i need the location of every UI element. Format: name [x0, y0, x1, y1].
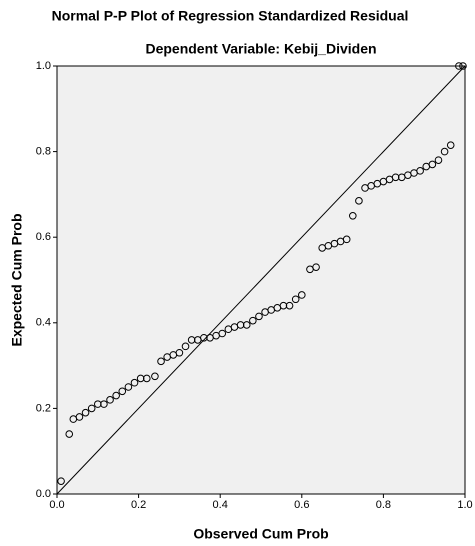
x-tick-label: 0.4 — [213, 499, 228, 511]
y-tick-label: 0.0 — [36, 488, 51, 500]
point — [434, 156, 443, 164]
point — [87, 404, 96, 413]
point — [255, 312, 263, 321]
point — [355, 197, 363, 205]
point — [455, 62, 463, 70]
reference-line — [56, 65, 466, 495]
point — [218, 329, 227, 338]
y-tick-label: 0.6 — [36, 231, 51, 243]
point — [65, 430, 74, 438]
point — [249, 316, 257, 325]
point — [57, 477, 65, 485]
point — [112, 391, 120, 400]
point — [175, 348, 184, 357]
point — [428, 160, 437, 169]
point — [118, 387, 127, 396]
point — [416, 167, 424, 175]
point — [181, 342, 190, 351]
point — [342, 235, 351, 244]
chart-title: Normal P-P Plot of Regression Standardiz… — [52, 8, 409, 24]
point — [106, 396, 114, 404]
x-tick-label: 1.0 — [457, 499, 472, 511]
point — [459, 62, 467, 70]
point — [124, 383, 133, 391]
x-axis-label: Observed Cum Prob — [193, 526, 328, 542]
point — [291, 295, 300, 304]
point — [100, 400, 108, 408]
point — [157, 357, 165, 366]
y-tick-label: 1.0 — [36, 60, 51, 72]
point — [312, 263, 320, 271]
y-tick-label: 0.8 — [36, 146, 51, 158]
point — [446, 141, 455, 149]
x-tick-label: 0.8 — [376, 499, 391, 511]
point — [242, 321, 251, 329]
y-axis-label: Expected Cum Prob — [9, 213, 25, 346]
x-tick-label: 0.0 — [49, 499, 64, 511]
point — [298, 291, 306, 299]
x-tick-label: 0.6 — [294, 499, 309, 511]
chart-subtitle: Dependent Variable: Kebij_Dividen — [145, 41, 376, 57]
x-tick-label: 0.2 — [131, 499, 146, 511]
point — [81, 408, 90, 417]
point — [75, 413, 84, 421]
point — [151, 372, 159, 381]
point — [130, 378, 139, 387]
point — [440, 147, 449, 156]
y-tick-label: 0.4 — [36, 317, 51, 329]
y-tick-label: 0.2 — [36, 402, 51, 414]
point — [349, 212, 357, 220]
point — [285, 301, 294, 310]
point — [142, 374, 151, 383]
